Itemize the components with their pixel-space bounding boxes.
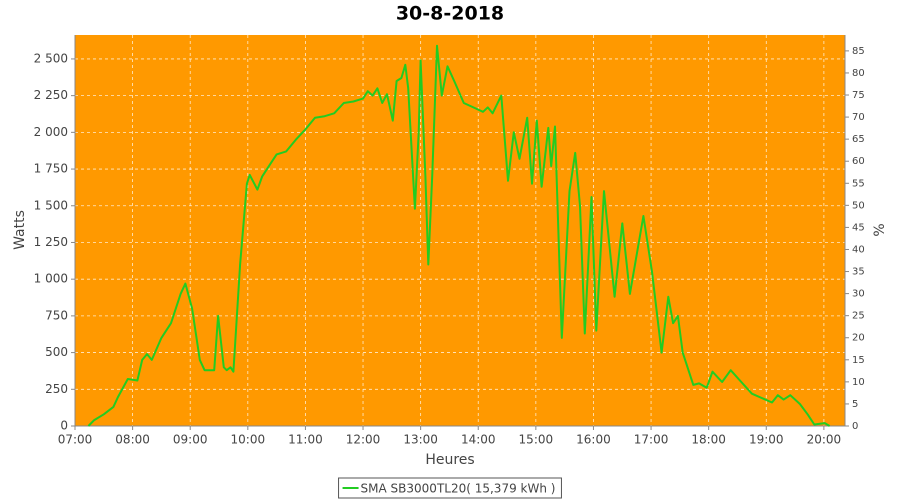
- y2-tick-label: 5: [852, 399, 858, 410]
- legend-label: SMA SB3000TL20( 15,379 kWh ): [361, 482, 556, 496]
- legend-box: [338, 477, 562, 499]
- y2-tick-label: 45: [852, 222, 865, 233]
- chart-title: 30-8-2018: [396, 3, 504, 25]
- x-tick-label: 18:00: [691, 433, 726, 447]
- plot-area: [75, 35, 845, 426]
- y2-tick-label: 15: [852, 355, 865, 366]
- y-axis-label: Watts: [12, 210, 28, 250]
- y-tick-label: 0: [60, 419, 68, 433]
- y2-tick-label: 55: [852, 178, 865, 189]
- x-tick-label: 13:00: [403, 433, 438, 447]
- y2-tick-label: 75: [852, 90, 865, 101]
- y2-tick-label: 35: [852, 267, 865, 278]
- y2-tick-label: 0: [852, 421, 858, 432]
- y2-tick-label: 85: [852, 46, 865, 57]
- y2-axis-label: %: [872, 223, 888, 236]
- y2-tick-label: 25: [852, 311, 865, 322]
- x-tick-label: 09:00: [173, 433, 208, 447]
- y-tick-label: 1 000: [34, 272, 68, 286]
- x-tick-label: 10:00: [231, 433, 266, 447]
- y-tick-label: 500: [45, 345, 68, 359]
- y-tick-label: 250: [45, 382, 68, 396]
- y-tick-label: 1 250: [34, 235, 68, 249]
- y2-tick-label: 60: [852, 156, 865, 167]
- x-tick-label: 11:00: [288, 433, 323, 447]
- y2-tick-label: 40: [852, 244, 865, 255]
- y2-tick-label: 70: [852, 112, 865, 123]
- x-axis-label: Heures: [425, 452, 474, 468]
- data-line: [87, 44, 831, 427]
- y2-tick-label: 50: [852, 200, 865, 211]
- y2-tick-label: 20: [852, 333, 865, 344]
- y-tick-label: 1 750: [34, 162, 68, 176]
- x-tick-label: 12:00: [346, 433, 381, 447]
- y2-tick-label: 80: [852, 68, 865, 79]
- x-tick-label: 17:00: [634, 433, 669, 447]
- x-tick-label: 14:00: [461, 433, 496, 447]
- x-tick-label: 07:00: [58, 433, 93, 447]
- y-tick-label: 1 500: [34, 198, 68, 212]
- y2-tick-label: 65: [852, 134, 865, 145]
- x-tick-label: 20:00: [807, 433, 842, 447]
- x-tick-label: 08:00: [115, 433, 150, 447]
- y-tick-label: 750: [45, 308, 68, 322]
- x-tick-label: 16:00: [576, 433, 611, 447]
- y-tick-label: 2 250: [34, 88, 68, 102]
- x-tick-label: 19:00: [749, 433, 784, 447]
- y2-tick-label: 10: [852, 377, 865, 388]
- y-tick-label: 2 000: [34, 125, 68, 139]
- y2-tick-label: 30: [852, 289, 865, 300]
- y-tick-label: 2 500: [34, 51, 68, 65]
- x-tick-label: 15:00: [519, 433, 554, 447]
